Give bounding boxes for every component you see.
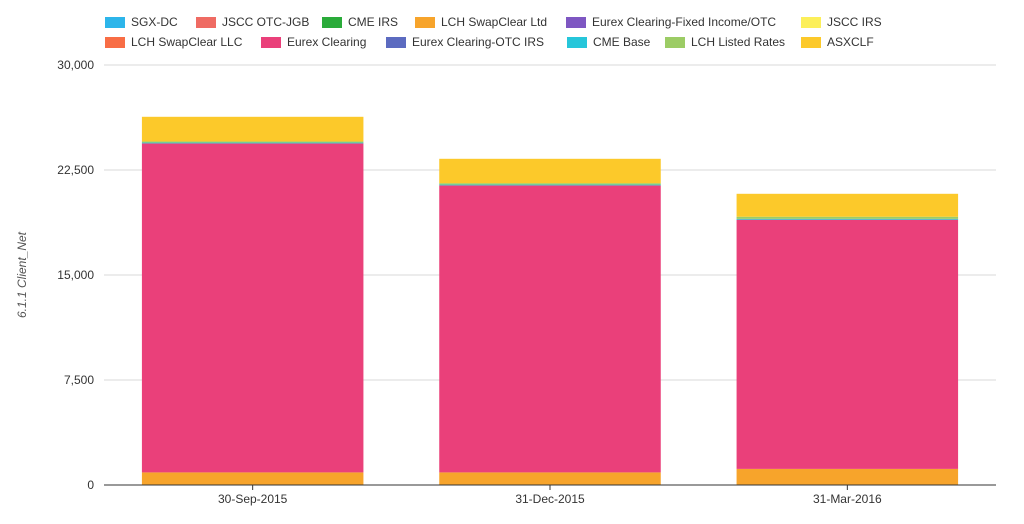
legend-label: Eurex Clearing-Fixed Income/OTC bbox=[592, 15, 777, 29]
legend-item-lch-swapclear-ltd[interactable]: LCH SwapClear Ltd bbox=[415, 14, 547, 30]
y-tick-label: 30,000 bbox=[57, 58, 94, 72]
y-tick-label: 22,500 bbox=[57, 163, 94, 177]
legend-label: Eurex Clearing-OTC IRS bbox=[412, 35, 545, 49]
legend-item-cme-base[interactable]: CME Base bbox=[567, 34, 650, 50]
legend-item-lch-swapclear-llc[interactable]: LCH SwapClear LLC bbox=[105, 34, 242, 50]
bar-cme-base-31-dec-2015 bbox=[439, 184, 661, 186]
bar-lch-swapclear-ltd-31-mar-2016 bbox=[736, 468, 959, 485]
legend-swatch bbox=[322, 16, 342, 28]
bar-lch-swapclear-ltd-30-sep-2015 bbox=[141, 472, 364, 485]
legend-swatch bbox=[801, 36, 821, 48]
legend-item-jscc-otc-jgb[interactable]: JSCC OTC-JGB bbox=[196, 14, 309, 30]
bar-eurex-clearing-30-sep-2015 bbox=[141, 143, 364, 473]
legend-label: LCH Listed Rates bbox=[691, 35, 786, 49]
legend-swatch bbox=[196, 16, 216, 28]
legend-item-sgx-dc[interactable]: SGX-DC bbox=[105, 14, 178, 30]
legend-swatch bbox=[665, 36, 685, 48]
legend-swatch bbox=[566, 16, 586, 28]
bar-lch-listed-rates-31-mar-2016 bbox=[736, 216, 959, 219]
legend-item-asxclf[interactable]: ASXCLF bbox=[801, 34, 874, 50]
legend-swatch bbox=[801, 16, 821, 28]
y-tick-label: 0 bbox=[87, 478, 94, 492]
legend-item-eurex-clearing-otc-irs[interactable]: Eurex Clearing-OTC IRS bbox=[386, 34, 544, 50]
legend-label: JSCC IRS bbox=[827, 15, 882, 29]
y-axis-label: 6.1.1 Client_Net bbox=[15, 231, 29, 318]
legend-label: ASXCLF bbox=[827, 35, 874, 49]
legend-swatch bbox=[567, 36, 587, 48]
bar-lch-listed-rates-31-dec-2015 bbox=[439, 183, 661, 185]
legend-item-eurex-clearing-fixed-income-otc[interactable]: Eurex Clearing-Fixed Income/OTC bbox=[566, 14, 776, 30]
x-tick-label: 31-Mar-2016 bbox=[813, 492, 882, 506]
legend-label: JSCC OTC-JGB bbox=[222, 15, 310, 29]
y-tick-label: 7,500 bbox=[64, 373, 94, 387]
y-tick-label: 15,000 bbox=[57, 268, 94, 282]
bar-lch-listed-rates-30-sep-2015 bbox=[141, 141, 364, 143]
legend-label: LCH SwapClear LLC bbox=[131, 35, 243, 49]
legend-item-eurex-clearing[interactable]: Eurex Clearing bbox=[261, 34, 366, 50]
bar-asxclf-31-mar-2016 bbox=[736, 193, 959, 217]
legend-swatch bbox=[386, 36, 406, 48]
legend-label: LCH SwapClear Ltd bbox=[441, 15, 548, 29]
bar-cme-base-31-mar-2016 bbox=[736, 218, 959, 220]
legend-item-lch-listed-rates[interactable]: LCH Listed Rates bbox=[665, 34, 785, 50]
legend-swatch bbox=[105, 36, 125, 48]
legend-label: SGX-DC bbox=[131, 15, 178, 29]
bar-cme-base-30-sep-2015 bbox=[141, 142, 364, 144]
chart-legend: SGX-DC JSCC OTC-JGB CME IRS LCH SwapClear L… bbox=[0, 0, 1024, 60]
legend-label: Eurex Clearing bbox=[287, 35, 367, 49]
bar-eurex-clearing-31-dec-2015 bbox=[439, 185, 661, 473]
legend-label: CME Base bbox=[593, 35, 651, 49]
legend-item-jscc-irs[interactable]: JSCC IRS bbox=[801, 14, 882, 30]
bar-eurex-clearing-31-mar-2016 bbox=[736, 219, 959, 469]
bar-asxclf-31-dec-2015 bbox=[439, 158, 661, 184]
legend-label: CME IRS bbox=[348, 15, 399, 29]
legend-item-cme-irs[interactable]: CME IRS bbox=[322, 14, 398, 30]
x-tick-label: 30-Sep-2015 bbox=[218, 492, 288, 506]
legend-swatch bbox=[415, 16, 435, 28]
legend-swatch bbox=[105, 16, 125, 28]
legend-swatch bbox=[261, 36, 281, 48]
bar-lch-swapclear-ltd-31-dec-2015 bbox=[439, 472, 661, 485]
x-tick-label: 31-Dec-2015 bbox=[515, 492, 585, 506]
bar-asxclf-30-sep-2015 bbox=[141, 116, 364, 142]
